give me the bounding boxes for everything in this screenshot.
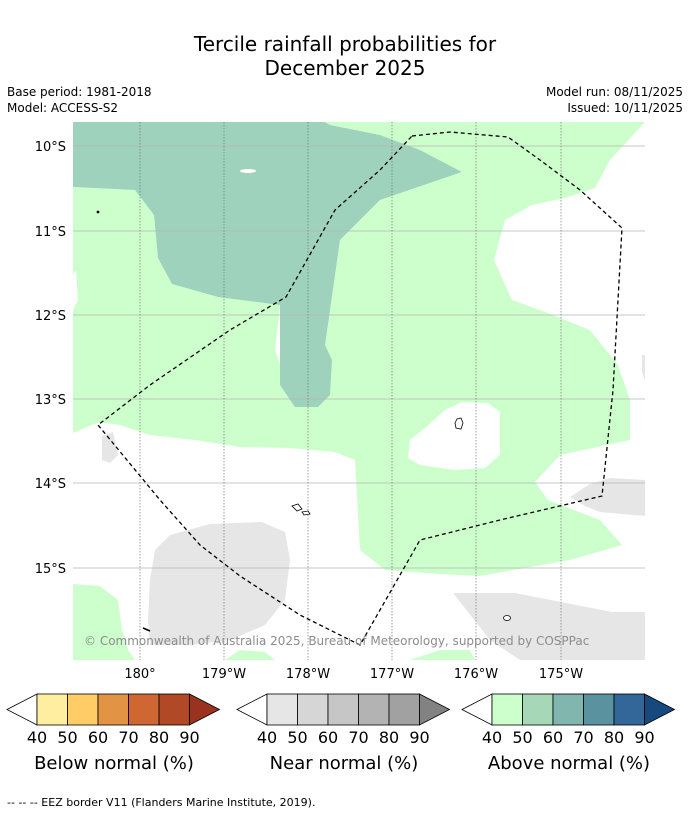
- island-pair-1: [291, 503, 303, 512]
- colorbar-segment: [128, 693, 160, 726]
- colorbar-tick-label: 70: [348, 728, 368, 747]
- colorbar-tick-label: 40: [27, 728, 47, 747]
- copyright-notice: © Commonwealth of Australia 2025, Bureau…: [84, 634, 589, 648]
- colorbar-segment: [266, 693, 298, 726]
- near-normal-40-region-southwest: [148, 522, 290, 645]
- lon-label: 179°W: [202, 667, 246, 682]
- island-pair-2: [301, 510, 311, 516]
- model-run: Model run: 08/11/2025: [545, 85, 683, 99]
- colorbar-segment: [67, 693, 99, 726]
- eez-border: [97, 131, 623, 646]
- island-main: [454, 417, 464, 430]
- gridlines: [73, 122, 645, 660]
- colorbar-upper-arrow: [644, 693, 676, 726]
- colorbar-segment: [358, 693, 390, 726]
- lat-labels: 10°S 11°S 12°S 13°S 14°S 15°S: [35, 140, 66, 577]
- above-normal-40-patch-bottom-left: [73, 584, 135, 660]
- colorbar-tick-label: 70: [118, 728, 138, 747]
- colorbar-tick-label: 80: [149, 728, 169, 747]
- colorbar-lower-arrow: [236, 693, 268, 726]
- island-west-dot: [96, 210, 100, 214]
- lat-label: 14°S: [35, 477, 66, 492]
- lat-label: 11°S: [35, 225, 66, 240]
- above-normal-40-patch-bottom-mid: [410, 650, 475, 660]
- above-normal-40-patch-bottom: [225, 650, 275, 660]
- colorbar-tick-label: 50: [57, 728, 77, 747]
- islands: [96, 210, 511, 632]
- lat-label: 10°S: [35, 140, 66, 155]
- colorbar-segment: [327, 693, 359, 726]
- island-southeast: [503, 615, 511, 621]
- colorbar-segment: [158, 693, 190, 726]
- colorbar-tick-label: 40: [482, 728, 502, 747]
- colorbar-tick-label: 90: [409, 728, 429, 747]
- colorbar-tick-label: 70: [573, 728, 593, 747]
- colorbar-tick-label: 80: [379, 728, 399, 747]
- lon-label: 180°: [124, 667, 155, 682]
- lon-label: 177°W: [370, 667, 414, 682]
- colorbar-below: 40 50 60 70 80 90: [6, 693, 221, 747]
- colorbar-segment: [36, 693, 68, 726]
- map-field: [73, 122, 645, 660]
- lat-label: 15°S: [35, 562, 66, 577]
- model-name: Model: ACCESS-S2: [7, 101, 119, 115]
- colorbar-above-title: Above normal (%): [487, 753, 651, 774]
- white-patch-island: [408, 402, 500, 470]
- colorbar-below-title: Below normal (%): [34, 753, 194, 774]
- near-normal-40-region-southeast: [453, 593, 645, 660]
- base-period: Base period: 1981-2018: [7, 85, 152, 99]
- colorbar-lower-arrow: [461, 693, 493, 726]
- colorbar-upper-arrow: [189, 693, 221, 726]
- colorbar-near-title: Near normal (%): [269, 753, 419, 774]
- colorbar-segment: [522, 693, 554, 726]
- lon-labels: 180° 179°W 178°W 177°W 176°W 175°W: [124, 667, 583, 682]
- colorbar-segment: [552, 693, 584, 726]
- colorbar-tick-label: 50: [512, 728, 532, 747]
- colorbar-tick-label: 60: [543, 728, 563, 747]
- colorbar-tick-label: 60: [318, 728, 338, 747]
- colorbar-segment: [583, 693, 615, 726]
- lat-label: 12°S: [35, 309, 66, 324]
- colorbar-segment: [491, 693, 523, 726]
- lon-label: 176°W: [454, 667, 498, 682]
- lon-label: 178°W: [286, 667, 330, 682]
- lat-label: 13°S: [35, 393, 66, 408]
- colorbar-lower-arrow: [6, 693, 38, 726]
- eez-legend-note: -- -- -- EEZ border V11 (Flanders Marine…: [7, 796, 316, 809]
- chart-title-line1: Tercile rainfall probabilities for: [193, 32, 497, 56]
- above-normal-40-region: [73, 122, 645, 576]
- colorbar-segment: [297, 693, 329, 726]
- colorbar-tick-label: 50: [287, 728, 307, 747]
- island-southwest: [142, 627, 151, 632]
- colorbar-tick-label: 80: [604, 728, 624, 747]
- colorbar-tick-label: 90: [634, 728, 654, 747]
- white-patch-left: [73, 270, 78, 310]
- colorbar-above: 40 50 60 70 80 90: [461, 693, 676, 747]
- colorbar-segment: [388, 693, 420, 726]
- lon-label: 175°W: [539, 667, 583, 682]
- near-normal-40-region-east: [570, 478, 645, 516]
- colorbar-tick-label: 60: [88, 728, 108, 747]
- colorbar-segment: [613, 693, 645, 726]
- near-normal-40-small-right: [642, 355, 645, 380]
- white-islet-north: [240, 169, 256, 173]
- colorbar-near: 40 50 60 70 80 90: [236, 693, 451, 747]
- near-normal-40-small-west: [102, 432, 118, 463]
- colorbar-tick-label: 40: [257, 728, 277, 747]
- colorbar-upper-arrow: [419, 693, 451, 726]
- above-normal-50-region: [73, 122, 462, 407]
- colorbar-tick-label: 90: [179, 728, 199, 747]
- chart-title-line2: December 2025: [264, 56, 426, 80]
- issued-date: Issued: 10/11/2025: [567, 101, 683, 115]
- colorbar-segment: [97, 693, 129, 726]
